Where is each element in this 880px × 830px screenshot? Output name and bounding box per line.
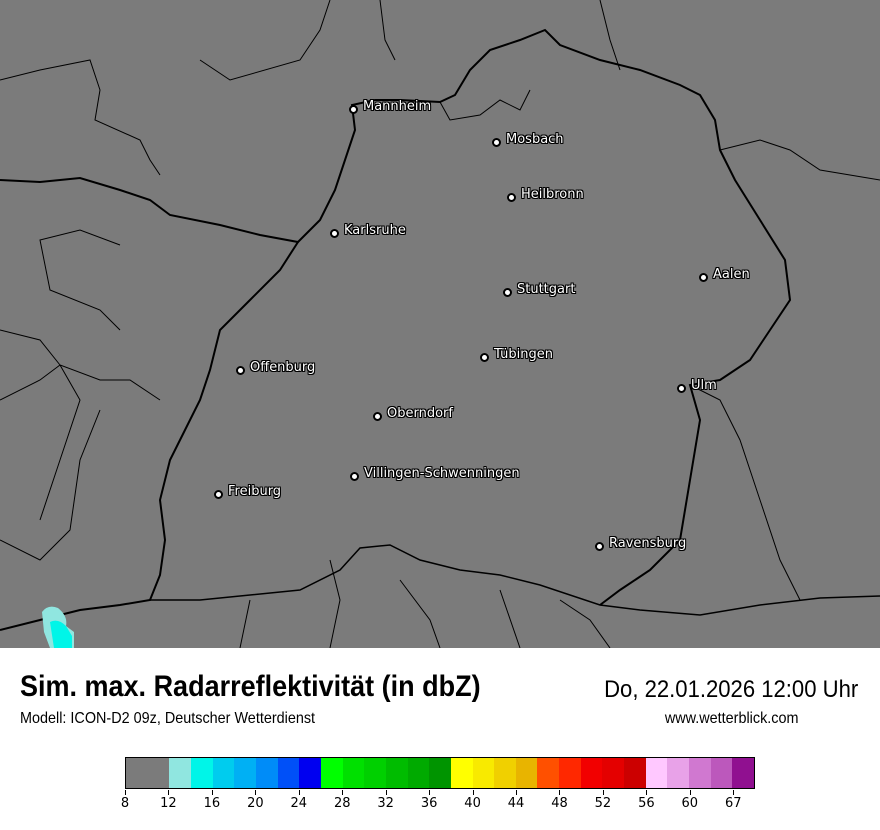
website-link[interactable]: www.wetterblick.com (664, 710, 798, 727)
tick-label: 36 (420, 796, 438, 811)
legend-swatch (732, 758, 755, 788)
tick-mark (255, 790, 257, 795)
tick-label: 44 (507, 796, 525, 811)
city-label: Ravensburg (609, 536, 687, 551)
tick-label: 40 (464, 796, 481, 811)
tick-mark (733, 790, 735, 795)
city-label: Karlsruhe (344, 223, 406, 238)
city-marker (507, 193, 516, 202)
city-label: Villingen-Schwenningen (364, 466, 520, 481)
tick-mark (602, 790, 604, 795)
border-lines (0, 0, 880, 648)
legend-swatch (624, 758, 646, 788)
legend-ticks: 8 12 16 20 24 28 32 36 40 44 48 52 56 60 67 (121, 790, 755, 820)
tick-label: 67 (724, 796, 742, 811)
model-info: Modell: ICON-D2 09z, Deutscher Wetterdie… (20, 710, 316, 727)
tick-mark (472, 790, 474, 795)
legend-swatch (537, 758, 560, 788)
legend-swatch (234, 758, 256, 788)
swiss-border (150, 544, 880, 616)
map-title: Sim. max. Radarreflektivität (in dbZ) (20, 670, 481, 703)
city-marker (677, 384, 686, 393)
city-label: Mannheim (363, 99, 432, 114)
tick-label: 28 (333, 796, 351, 811)
city-label: Offenburg (250, 360, 316, 375)
legend-swatch (710, 758, 733, 788)
legend-swatch (212, 758, 235, 788)
tick-label: 8 (120, 796, 130, 811)
tick-label: 60 (681, 796, 699, 811)
tick-label: 12 (160, 796, 177, 811)
legend-swatch (385, 758, 408, 788)
city-label: Heilbronn (521, 187, 584, 202)
color-scale-legend (125, 757, 755, 789)
city-marker (349, 105, 358, 114)
tick-mark (646, 790, 648, 795)
legend-swatch (364, 758, 386, 788)
state-border (0, 28, 792, 606)
tick-label: 16 (203, 796, 221, 811)
city-label: Tübingen (494, 347, 553, 362)
tick-mark (385, 790, 387, 795)
city-marker (492, 138, 501, 147)
legend-swatch (645, 758, 668, 788)
legend-swatch (190, 758, 213, 788)
city-marker (236, 366, 245, 375)
tick-mark (342, 790, 344, 795)
tick-label: 32 (377, 796, 394, 811)
legend-swatch (494, 758, 516, 788)
legend-swatch (515, 758, 538, 788)
city-label: Aalen (713, 267, 750, 282)
radar-map: Mannheim Mosbach Heilbronn Karlsruhe Aalen St… (0, 0, 880, 648)
city-marker (480, 353, 489, 362)
tick-mark (168, 790, 170, 795)
legend-swatch (147, 758, 170, 788)
city-marker (350, 472, 359, 481)
legend-swatch (602, 758, 625, 788)
tick-mark (689, 790, 691, 795)
legend-swatch (342, 758, 365, 788)
tick-mark (516, 790, 518, 795)
city-label: Oberndorf (387, 406, 453, 421)
tick-label: 56 (638, 796, 655, 811)
legend-swatch (429, 758, 451, 788)
legend-swatch (580, 758, 603, 788)
tick-label: 20 (247, 796, 264, 811)
city-label: Mosbach (506, 132, 564, 147)
tick-mark (125, 790, 126, 795)
legend-swatch (169, 758, 191, 788)
city-label: Stuttgart (517, 282, 576, 297)
legend-swatch (472, 758, 495, 788)
legend-swatch (126, 758, 148, 788)
forecast-datetime: Do, 22.01.2026 12:00 Uhr (603, 676, 858, 703)
legend-swatch (320, 758, 343, 788)
legend-swatch (450, 758, 473, 788)
city-marker (214, 490, 223, 499)
legend-swatch (277, 758, 300, 788)
city-label: Ulm (691, 378, 717, 393)
tick-mark (211, 790, 213, 795)
tick-mark (559, 790, 561, 795)
tick-label: 52 (594, 796, 612, 811)
rhine-border (0, 241, 299, 631)
city-marker (503, 288, 512, 297)
city-marker (373, 412, 382, 421)
legend-swatch (559, 758, 581, 788)
city-label: Freiburg (228, 484, 282, 499)
legend-swatch (689, 758, 711, 788)
city-marker (699, 273, 708, 282)
tick-label: 24 (290, 796, 308, 811)
tick-label: 48 (551, 796, 568, 811)
tick-mark (298, 790, 300, 795)
legend-swatch (407, 758, 430, 788)
tick-mark (429, 790, 431, 795)
legend-swatch (299, 758, 321, 788)
legend-swatch (255, 758, 278, 788)
city-marker (330, 229, 339, 238)
city-marker (595, 542, 604, 551)
legend-swatch (667, 758, 690, 788)
